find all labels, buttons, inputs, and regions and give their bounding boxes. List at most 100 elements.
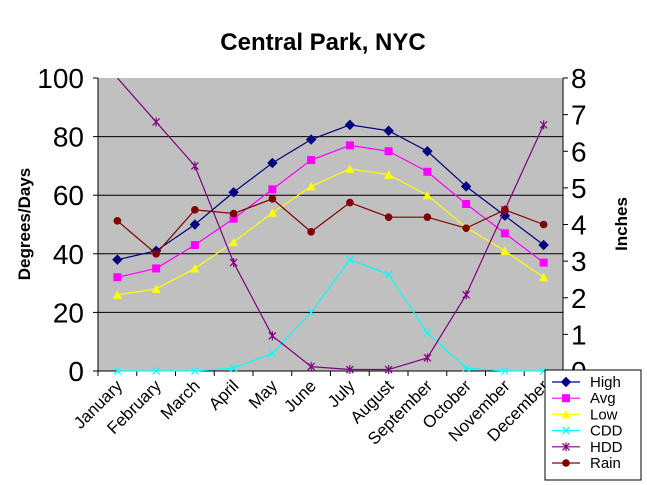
data-point xyxy=(539,220,548,229)
data-point xyxy=(268,185,277,194)
data-point xyxy=(538,239,549,251)
data-point xyxy=(500,229,509,238)
legend-box xyxy=(544,369,642,481)
data-point xyxy=(345,164,355,173)
series-line xyxy=(116,198,544,255)
data-point xyxy=(539,258,548,267)
data-point xyxy=(152,264,161,273)
legend-entry-hdd: HDD xyxy=(552,439,623,456)
y2-tick-label: 4 xyxy=(571,210,587,241)
data-point xyxy=(462,224,470,232)
legend-entry-avg: Avg xyxy=(552,390,616,407)
data-point xyxy=(307,228,315,236)
y2-tick-label: 8 xyxy=(571,63,587,94)
y-tick-label: 20 xyxy=(53,297,84,328)
y-tick-label: 0 xyxy=(68,356,84,387)
data-point xyxy=(462,364,471,372)
legend-marker xyxy=(562,426,570,435)
data-point xyxy=(268,195,277,203)
series-avg xyxy=(113,141,548,282)
y2-tick-label: 5 xyxy=(571,173,587,204)
series-line xyxy=(116,78,545,371)
data-point xyxy=(268,331,277,341)
series-line xyxy=(117,258,544,372)
data-point xyxy=(191,206,199,214)
legend-label: Avg xyxy=(590,390,616,407)
legend-entry-cdd: CDD xyxy=(552,423,623,440)
data-point xyxy=(384,213,393,221)
data-point xyxy=(113,217,122,225)
data-point xyxy=(229,214,238,223)
y2-tick-label: 7 xyxy=(571,100,587,131)
legend-entry-low: Low xyxy=(552,406,618,423)
y2-tick-label: 3 xyxy=(571,246,587,277)
data-point xyxy=(229,364,238,372)
data-point xyxy=(189,219,201,230)
data-point xyxy=(190,263,200,273)
y-tick-label: 60 xyxy=(53,180,84,211)
y-axis-label: Degrees/Days xyxy=(15,168,34,280)
legend-marker xyxy=(562,459,570,467)
data-point xyxy=(346,198,354,207)
data-point xyxy=(307,308,316,317)
data-point xyxy=(113,367,122,375)
x-tick-label: March xyxy=(157,376,204,423)
data-point xyxy=(423,213,432,221)
legend-label: Low xyxy=(590,406,618,423)
data-point xyxy=(229,258,238,268)
data-point xyxy=(423,353,432,363)
data-point xyxy=(152,117,161,127)
legend-marker xyxy=(562,442,570,452)
data-point xyxy=(422,190,432,200)
legend-entry-rain: Rain xyxy=(552,455,621,472)
grid-lines xyxy=(98,136,563,313)
data-point xyxy=(383,125,394,136)
x-tick-label: April xyxy=(205,376,242,413)
legend-label: CDD xyxy=(590,423,623,440)
data-point xyxy=(423,167,432,176)
data-point xyxy=(112,254,123,265)
data-point xyxy=(539,120,548,130)
data-point xyxy=(539,272,549,282)
data-point xyxy=(384,147,393,156)
series-rain xyxy=(113,195,548,258)
series-line xyxy=(117,168,544,296)
chart-title: Central Park, NYC xyxy=(220,29,425,56)
left-tick-labels: 0 20 40 60 80 100 xyxy=(37,63,84,387)
data-point xyxy=(307,156,316,165)
data-point xyxy=(112,290,122,299)
data-point xyxy=(500,246,510,255)
data-point xyxy=(267,208,277,217)
data-point xyxy=(267,157,278,169)
series-high xyxy=(112,119,549,265)
data-point xyxy=(462,199,471,208)
y-tick-label: 40 xyxy=(53,239,84,270)
y2-tick-label: 6 xyxy=(571,136,587,167)
legend-label: HDD xyxy=(590,439,623,456)
legend-marker xyxy=(561,409,571,419)
data-point xyxy=(268,349,277,358)
series-line xyxy=(117,144,544,278)
data-point xyxy=(384,365,393,375)
data-point xyxy=(460,181,472,192)
data-point xyxy=(113,273,122,282)
data-point xyxy=(345,141,354,150)
y2-tick-label: 1 xyxy=(571,319,587,350)
x-tick-label: May xyxy=(245,376,281,412)
data-point xyxy=(384,270,393,279)
series-line xyxy=(117,124,544,261)
data-point xyxy=(190,161,199,171)
legend-label: High xyxy=(590,374,621,391)
data-point xyxy=(152,250,160,258)
data-point xyxy=(500,367,509,375)
data-point xyxy=(345,365,354,375)
data-point xyxy=(423,328,432,337)
data-point xyxy=(228,187,239,198)
x-tick-label: June xyxy=(280,376,320,416)
data-point xyxy=(229,237,239,247)
data-point xyxy=(345,255,354,264)
